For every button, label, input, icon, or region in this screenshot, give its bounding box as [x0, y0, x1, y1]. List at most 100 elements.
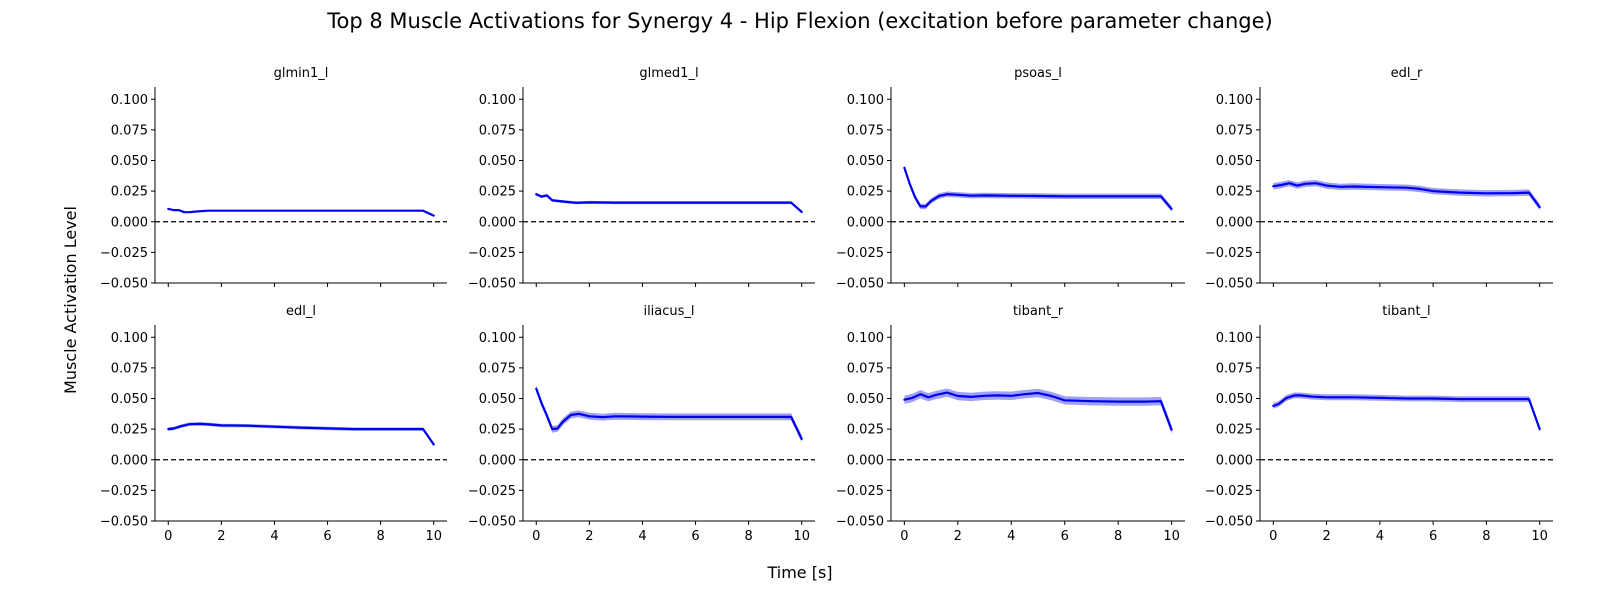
y-tick-label: 0.025 — [111, 185, 148, 200]
std-band — [904, 165, 1172, 212]
y-tick-label: 0.100 — [111, 93, 148, 108]
y-tick-label: −0.025 — [100, 246, 148, 261]
std-band — [536, 385, 802, 443]
y-tick-label: 0.050 — [1216, 154, 1253, 169]
y-tick-label: 0.100 — [1216, 93, 1253, 108]
x-tick-label: 8 — [1114, 529, 1122, 544]
subplot-psoas_l: psoas_l −0.050 −0.025 0.000 0.025 0.050 0.075 0… — [836, 66, 1185, 292]
subplot-title: tibant_r — [1013, 304, 1064, 319]
mean-activation-line — [167, 422, 435, 446]
subplot-tibant_r: tibant_r −0.050 −0.025 0.000 0.025 0.050 0.075… — [836, 304, 1185, 544]
y-tick-label: 0.075 — [479, 361, 516, 376]
subplot-title: edl_l — [286, 304, 316, 319]
mean-activation-line — [535, 193, 803, 213]
x-tick-label: 4 — [270, 529, 278, 544]
y-tick-label: 0.050 — [1216, 392, 1253, 407]
std-band — [904, 388, 1172, 434]
mean-activation-line — [1272, 394, 1541, 431]
x-axis-label: Time [s] — [766, 563, 832, 582]
y-tick-label: 0.075 — [1216, 123, 1253, 138]
x-tick-label: 2 — [585, 529, 593, 544]
x-tick-label: 2 — [954, 529, 962, 544]
x-tick-label: 0 — [1269, 529, 1277, 544]
y-tick-label: 0.000 — [479, 215, 516, 230]
y-tick-label: −0.050 — [836, 515, 884, 530]
x-tick-label: 2 — [1322, 529, 1330, 544]
mean-activation-line — [903, 166, 1173, 210]
y-tick-label: 0.025 — [847, 423, 884, 438]
subplot-title: tibant_l — [1382, 304, 1430, 319]
x-tick-label: 0 — [900, 529, 908, 544]
y-tick-label: 0.025 — [1216, 423, 1253, 438]
y-tick-label: 0.025 — [847, 185, 884, 200]
mean-activation-line — [535, 387, 803, 440]
subplot-title: psoas_l — [1014, 66, 1062, 81]
y-tick-label: 0.100 — [1216, 331, 1253, 346]
y-tick-label: −0.050 — [100, 277, 148, 292]
subplot-glmin1_l: glmin1_l −0.050 −0.025 0.000 0.025 0.050 0.075… — [100, 66, 447, 292]
y-tick-label: −0.025 — [1205, 484, 1253, 499]
y-axis-label: Muscle Activation Level — [61, 206, 80, 394]
y-tick-label: 0.100 — [479, 93, 516, 108]
y-tick-label: 0.025 — [479, 185, 516, 200]
y-tick-label: 0.075 — [1216, 361, 1253, 376]
y-tick-label: 0.000 — [479, 453, 516, 468]
y-tick-label: 0.075 — [479, 123, 516, 138]
y-tick-label: −0.025 — [836, 246, 884, 261]
x-tick-label: 8 — [744, 529, 752, 544]
y-tick-label: −0.050 — [1205, 277, 1253, 292]
subplot-tibant_l: tibant_l −0.050 −0.025 0.000 0.025 0.050 0.075… — [1205, 304, 1553, 544]
y-tick-label: −0.025 — [468, 484, 516, 499]
mean-activation-line — [903, 391, 1173, 431]
x-tick-label: 0 — [164, 529, 172, 544]
subplot-edl_l: edl_l −0.050 −0.025 0.000 0.025 0.050 0.075 0.1… — [100, 304, 447, 544]
y-tick-label: −0.050 — [1205, 515, 1253, 530]
x-tick-label: 6 — [1429, 529, 1437, 544]
y-tick-label: 0.000 — [111, 215, 148, 230]
x-tick-label: 2 — [217, 529, 225, 544]
y-tick-label: 0.025 — [1216, 185, 1253, 200]
mean-activation-line — [1272, 182, 1541, 209]
x-tick-label: 10 — [793, 529, 810, 544]
y-tick-label: −0.025 — [836, 484, 884, 499]
subplot-title: iliacus_l — [643, 304, 694, 319]
x-tick-label: 4 — [1007, 529, 1015, 544]
x-tick-label: 6 — [691, 529, 699, 544]
x-tick-label: 10 — [425, 529, 442, 544]
figure-title: Top 8 Muscle Activations for Synergy 4 -… — [326, 9, 1272, 33]
x-tick-label: 8 — [1482, 529, 1490, 544]
x-tick-label: 6 — [1061, 529, 1069, 544]
y-tick-label: 0.050 — [479, 154, 516, 169]
y-tick-label: 0.050 — [847, 392, 884, 407]
y-tick-label: 0.000 — [1216, 453, 1253, 468]
y-tick-label: 0.050 — [479, 392, 516, 407]
y-tick-label: 0.025 — [479, 423, 516, 438]
y-tick-label: −0.050 — [836, 277, 884, 292]
y-tick-label: 0.000 — [847, 453, 884, 468]
y-tick-label: 0.050 — [111, 154, 148, 169]
subplot-title: edl_r — [1391, 66, 1423, 81]
y-tick-label: 0.075 — [111, 123, 148, 138]
y-tick-label: −0.025 — [468, 246, 516, 261]
x-tick-label: 10 — [1163, 529, 1180, 544]
x-tick-label: 10 — [1531, 529, 1548, 544]
y-tick-label: 0.100 — [111, 331, 148, 346]
y-tick-label: 0.075 — [847, 123, 884, 138]
y-tick-label: 0.000 — [111, 453, 148, 468]
subplot-grid: glmin1_l −0.050 −0.025 0.000 0.025 0.050 0.075… — [100, 66, 1553, 544]
x-tick-label: 4 — [1376, 529, 1384, 544]
std-band — [168, 208, 434, 217]
y-tick-label: 0.075 — [111, 361, 148, 376]
y-tick-label: 0.100 — [847, 93, 884, 108]
x-tick-label: 6 — [323, 529, 331, 544]
subplot-glmed1_l: glmed1_l −0.050 −0.025 0.000 0.025 0.050 0.075… — [468, 66, 815, 292]
y-tick-label: −0.025 — [1205, 246, 1253, 261]
y-tick-label: 0.025 — [111, 423, 148, 438]
x-tick-label: 8 — [376, 529, 384, 544]
subplot-title: glmed1_l — [639, 66, 698, 81]
y-tick-label: 0.000 — [1216, 215, 1253, 230]
subplot-iliacus_l: iliacus_l −0.050 −0.025 0.000 0.025 0.050 0.07… — [468, 304, 815, 544]
y-tick-label: 0.100 — [847, 331, 884, 346]
